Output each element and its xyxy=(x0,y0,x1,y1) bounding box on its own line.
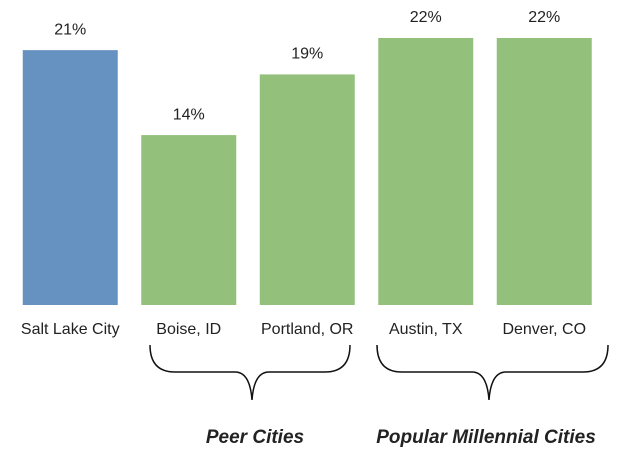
bar xyxy=(141,135,237,305)
group-label: Popular Millennial Cities xyxy=(376,427,596,448)
value-label: 19% xyxy=(291,46,323,63)
value-label: 21% xyxy=(54,21,86,38)
group-label: Peer Cities xyxy=(206,427,304,448)
x-tick-label: Portland, OR xyxy=(261,321,353,338)
x-tick-label: Boise, ID xyxy=(156,321,221,338)
x-tick-label: Salt Lake City xyxy=(21,321,120,338)
bar xyxy=(259,74,355,305)
x-tick-label: Denver, CO xyxy=(502,321,586,338)
bar xyxy=(378,38,474,305)
value-label: 14% xyxy=(173,106,205,123)
bar xyxy=(22,50,118,305)
value-label: 22% xyxy=(528,9,560,26)
value-label: 22% xyxy=(410,9,442,26)
brace xyxy=(376,344,609,401)
bar xyxy=(496,38,592,305)
x-tick-label: Austin, TX xyxy=(389,321,463,338)
brace xyxy=(149,344,351,401)
